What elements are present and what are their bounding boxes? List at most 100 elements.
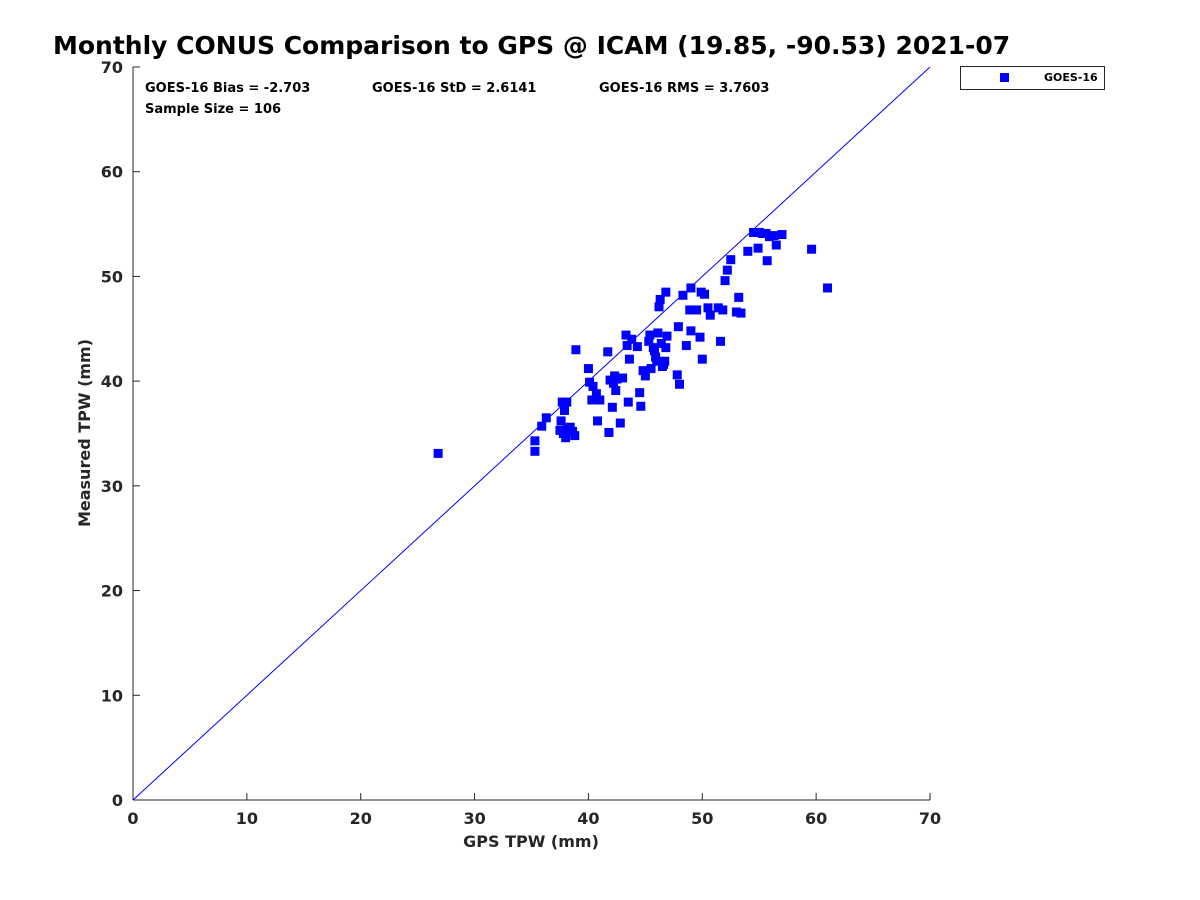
x-tick-label: 60 [805, 809, 827, 828]
y-tick-label: 20 [101, 582, 123, 601]
x-tick-label: 40 [577, 809, 599, 828]
scatter-point [622, 341, 632, 351]
y-tick-label: 60 [101, 163, 123, 182]
x-tick-label: 0 [127, 809, 138, 828]
scatter-point [713, 303, 723, 313]
scatter-point [623, 397, 633, 407]
legend: GOES-16 [960, 66, 1105, 90]
scatter-point [635, 388, 645, 398]
scatter-point [571, 345, 581, 355]
y-tick-label: 70 [101, 58, 123, 77]
scatter-point [653, 328, 663, 338]
scatter-point [618, 373, 628, 383]
axes [132, 67, 930, 801]
scatter-point [749, 227, 759, 237]
scatter-point [603, 347, 613, 357]
scatter-point [612, 374, 622, 384]
scatter-point [656, 338, 666, 348]
scatter-point [646, 364, 656, 374]
y-axis-label: Measured TPW (mm) [75, 339, 94, 527]
y-tick-label: 50 [101, 267, 123, 286]
scatter-point [645, 330, 655, 340]
scatter-point [661, 287, 671, 297]
scatter-point [632, 342, 642, 352]
scatter-point [570, 431, 580, 441]
scatter-point [697, 354, 707, 364]
scatter-point [591, 389, 601, 399]
scatter-point [621, 330, 631, 340]
x-axis-ticks: 0 10 20 30 40 50 60 70 [127, 793, 941, 828]
x-tick-label: 50 [691, 809, 713, 828]
x-tick-label: 70 [919, 809, 941, 828]
scatter-point [655, 294, 665, 304]
scatter-point [644, 336, 654, 346]
chart-title: Monthly CONUS Comparison to GPS @ ICAM (… [53, 31, 1010, 60]
scatter-point [777, 230, 787, 240]
std-stat: GOES-16 StD = 2.6141 [372, 81, 536, 96]
scatter-point [743, 246, 753, 256]
scatter-point [640, 371, 650, 381]
scatter-point [537, 421, 547, 431]
y-tick-label: 30 [101, 477, 123, 496]
scatter-point [686, 326, 696, 336]
scatter-point [672, 370, 682, 380]
scatter-point [823, 283, 833, 293]
x-tick-label: 30 [463, 809, 485, 828]
scatter-point [652, 356, 662, 366]
y-tick-label: 40 [101, 372, 123, 391]
scatter-point [615, 418, 625, 428]
x-tick-label: 20 [350, 809, 372, 828]
scatter-point [530, 446, 540, 456]
scatter-point [649, 346, 659, 356]
scatter-point [764, 232, 774, 242]
scatter-point [762, 256, 772, 266]
scatter-point [753, 243, 763, 253]
rms-stat: GOES-16 RMS = 3.7603 [599, 81, 769, 96]
scatter-point [771, 240, 781, 250]
scatter-point [703, 303, 713, 313]
scatter-point [716, 336, 726, 346]
scatter-point [624, 354, 634, 364]
scatter-point [718, 305, 728, 315]
scatter-point [593, 416, 603, 426]
scatter-point [685, 305, 695, 315]
scatter-point [678, 290, 688, 300]
scatter-point [734, 292, 744, 302]
scatter-point [587, 395, 597, 405]
scatter-point [654, 302, 664, 312]
scatter-point [675, 379, 685, 389]
scatter-point [660, 356, 670, 366]
scatter-point [720, 276, 730, 286]
one-to-one-line [132, 66, 931, 801]
scatter-point [583, 364, 593, 374]
scatter-point [607, 402, 617, 412]
scatter-point [562, 397, 572, 407]
scatter-point [588, 381, 598, 391]
sample-size-stat: Sample Size = 106 [145, 102, 281, 117]
scatter-point [731, 307, 741, 317]
scatter-point [695, 332, 705, 342]
x-axis-label: GPS TPW (mm) [463, 832, 599, 851]
scatter-point [705, 310, 715, 320]
scatter-point [556, 416, 566, 426]
scatter-points [433, 227, 833, 458]
legend-box [960, 66, 1105, 90]
scatter-point [638, 366, 648, 376]
scatter-point [726, 255, 736, 265]
scatter-point [662, 331, 672, 341]
scatter-point [673, 322, 683, 332]
scatter-point [661, 343, 671, 353]
scatter-point [627, 334, 637, 344]
scatter-point [561, 433, 571, 443]
x-tick-label: 10 [236, 809, 258, 828]
legend-label-goes16: GOES-16 [1044, 71, 1098, 84]
scatter-point [807, 244, 817, 254]
scatter-point [604, 427, 614, 437]
scatter-point [541, 413, 551, 423]
y-tick-label: 0 [112, 791, 123, 810]
scatter-point [595, 395, 605, 405]
scatter-point [686, 283, 696, 293]
legend-marker-goes16 [1000, 73, 1009, 82]
scatter-point [611, 386, 621, 396]
